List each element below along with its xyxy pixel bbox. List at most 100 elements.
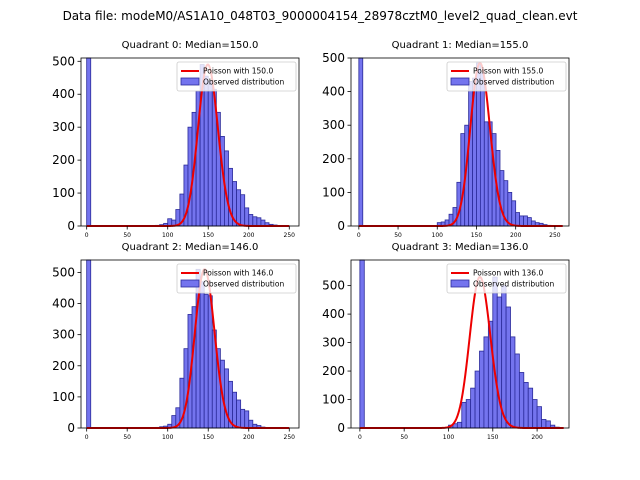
legend-observed-label: Observed distribution xyxy=(203,280,284,289)
x-tick-label: 250 xyxy=(284,434,296,441)
histogram-bar xyxy=(507,191,513,227)
histogram-bar xyxy=(541,419,547,429)
legend-box xyxy=(176,263,297,294)
y-tick-label: 300 xyxy=(322,336,345,350)
histogram-bar xyxy=(86,259,92,429)
plot-frame xyxy=(350,259,570,429)
histogram-bar xyxy=(358,57,364,227)
panel-title: Quadrant 1: Median=155.0 xyxy=(392,40,529,51)
histogram-bar xyxy=(515,212,520,227)
x-tick-label: 200 xyxy=(510,232,522,239)
y-tick-label: 200 xyxy=(52,359,75,373)
x-tick-label: 100 xyxy=(162,434,174,441)
x-tick-label: 250 xyxy=(549,232,561,239)
y-tick-label: 300 xyxy=(52,120,75,134)
legend-observed-swatch xyxy=(450,77,470,86)
y-tick-label: 500 xyxy=(322,51,345,65)
histogram-bar xyxy=(461,401,467,429)
histogram-bar xyxy=(456,421,463,429)
histogram-bar xyxy=(523,215,528,227)
histogram-bar xyxy=(203,75,209,227)
histogram-bar xyxy=(532,399,538,429)
y-tick-label: 400 xyxy=(322,85,345,99)
x-tick-label: 150 xyxy=(471,232,483,239)
legend: Poisson with 136.0 Observed distribution xyxy=(446,263,567,294)
histogram-bar xyxy=(527,387,534,429)
panel-quadrant-2: 0 100 200 300 400 500 0 50 100 150 200 250 Quadrant… xyxy=(52,242,300,441)
histogram-bar xyxy=(240,408,246,429)
y-tick-label: 0 xyxy=(67,421,75,435)
histogram-bar xyxy=(207,80,213,227)
histogram-bar xyxy=(183,348,189,429)
plot-frame xyxy=(80,259,300,429)
legend-observed-swatch xyxy=(180,77,200,86)
x-tick-label: 100 xyxy=(443,434,455,441)
y-tick-label: 500 xyxy=(322,279,345,293)
histogram-bar xyxy=(203,293,209,429)
x-tick-label: 0 xyxy=(357,232,361,239)
histogram-bar xyxy=(483,121,489,227)
histogram-bar xyxy=(518,372,525,429)
histogram-bar xyxy=(248,214,254,227)
y-tick-label: 300 xyxy=(52,328,75,342)
histogram-bar xyxy=(479,72,485,227)
x-tick-label: 200 xyxy=(243,232,255,239)
histogram-bar xyxy=(236,189,242,227)
histogram-bar xyxy=(187,126,193,227)
histogram-bar xyxy=(492,276,498,429)
x-tick-label: 0 xyxy=(85,232,89,239)
legend: Poisson with 155.0 Observed distribution xyxy=(446,61,567,92)
legend-poisson-label: Poisson with 150.0 xyxy=(203,67,273,76)
y-tick-label: 500 xyxy=(52,54,75,68)
histogram-bar xyxy=(536,406,542,429)
x-tick-label: 200 xyxy=(531,434,543,441)
y-tick-label: 200 xyxy=(52,153,75,167)
x-tick-label: 0 xyxy=(85,434,89,441)
y-tick-label: 300 xyxy=(322,118,345,132)
panel-title: Quadrant 0: Median=150.0 xyxy=(122,40,259,51)
legend-poisson-label: Poisson with 146.0 xyxy=(203,269,273,278)
histogram-bar xyxy=(523,382,529,429)
histogram-bar xyxy=(236,399,242,429)
legend-box xyxy=(176,61,297,92)
histogram-bar xyxy=(207,295,213,429)
histogram-bar xyxy=(86,57,92,227)
y-tick-label: 200 xyxy=(322,152,345,166)
panel-quadrant-1: 0 100 200 300 400 500 0 50 100 150 200 250 Quadrant… xyxy=(322,40,570,239)
legend-poisson-label: Poisson with 155.0 xyxy=(473,67,543,76)
y-tick-label: 100 xyxy=(322,393,345,407)
x-tick-label: 100 xyxy=(162,232,174,239)
legend-observed-label: Observed distribution xyxy=(473,280,554,289)
panel-title: Quadrant 3: Median=136.0 xyxy=(392,242,529,253)
panel-title: Quadrant 2: Median=146.0 xyxy=(122,242,259,253)
panel-quadrant-3: 0 100 200 300 400 500 0 50 100 150 200 Quadrant 3:… xyxy=(322,242,570,441)
x-tick-label: 250 xyxy=(284,232,296,239)
legend-observed-label: Observed distribution xyxy=(203,78,284,87)
plot-frame xyxy=(350,57,570,227)
legend-observed-swatch xyxy=(450,279,470,288)
x-tick-label: 50 xyxy=(123,434,131,441)
histogram-bar xyxy=(470,387,476,429)
histogram-bar xyxy=(499,170,505,227)
y-tick-label: 100 xyxy=(52,186,75,200)
x-tick-label: 50 xyxy=(394,232,402,239)
x-tick-label: 150 xyxy=(487,434,499,441)
histogram-bar xyxy=(244,410,250,429)
histogram-bar xyxy=(545,420,551,429)
x-tick-label: 50 xyxy=(400,434,408,441)
histogram-bar xyxy=(510,336,516,429)
histogram-bar xyxy=(248,419,254,429)
histogram-bar xyxy=(501,285,507,429)
plot-frame xyxy=(80,57,300,227)
y-tick-label: 0 xyxy=(67,219,75,233)
histogram-bar xyxy=(244,207,250,227)
histogram-bar xyxy=(199,281,205,429)
histogram-bar xyxy=(519,215,524,227)
legend-observed-swatch xyxy=(180,279,200,288)
legend-box xyxy=(446,61,567,92)
legend-poisson-label: Poisson with 136.0 xyxy=(473,269,543,278)
histogram-bar xyxy=(359,259,365,429)
histogram-bar xyxy=(479,350,485,429)
histogram-bar xyxy=(256,217,262,227)
